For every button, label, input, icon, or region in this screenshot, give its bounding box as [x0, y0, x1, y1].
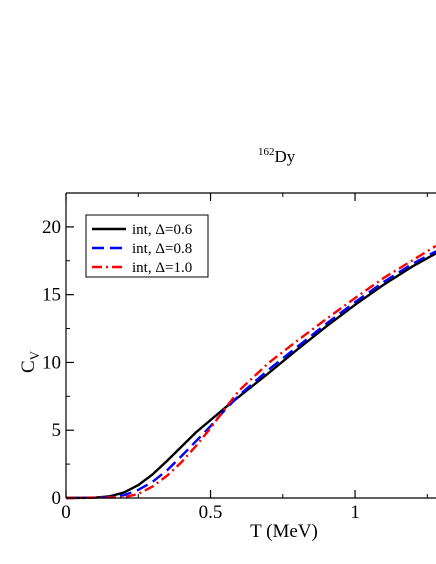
- series-line-3: [65, 244, 436, 500]
- y-axis-title-main: C: [18, 360, 39, 373]
- title-main: Dy: [275, 147, 296, 166]
- y-tick-label-2: 10: [42, 352, 61, 373]
- x-tick-label-2: 1: [350, 502, 360, 523]
- x-tick-label-1: 0.5: [199, 502, 223, 523]
- y-axis-title-sub: V: [27, 350, 42, 360]
- legend-label-3: int, Δ=1.0: [132, 260, 192, 276]
- chart-title: 162Dy: [258, 146, 296, 166]
- y-tick-label-4: 20: [42, 217, 61, 238]
- y-tick-label-1: 5: [52, 420, 62, 441]
- y-tick-label-0: 0: [52, 488, 62, 509]
- plot-frame: [65, 192, 436, 499]
- legend-label-1: int, Δ=0.6: [132, 222, 193, 238]
- title-superscript: 162: [258, 146, 275, 158]
- series-layer: [65, 244, 436, 500]
- legend-entries: int, Δ=0.6 int, Δ=0.8 int, Δ=1.0: [92, 222, 193, 276]
- legend-label-2: int, Δ=0.8: [132, 241, 192, 257]
- y-axis-title: CV: [18, 350, 42, 373]
- x-tick-label-0: 0: [61, 502, 71, 523]
- x-axis-title: T (MeV): [250, 521, 318, 542]
- series-line-1: [65, 252, 436, 500]
- legend: int, Δ=0.6 int, Δ=0.8 int, Δ=1.0: [85, 214, 209, 278]
- y-tick-label-3: 15: [42, 285, 61, 306]
